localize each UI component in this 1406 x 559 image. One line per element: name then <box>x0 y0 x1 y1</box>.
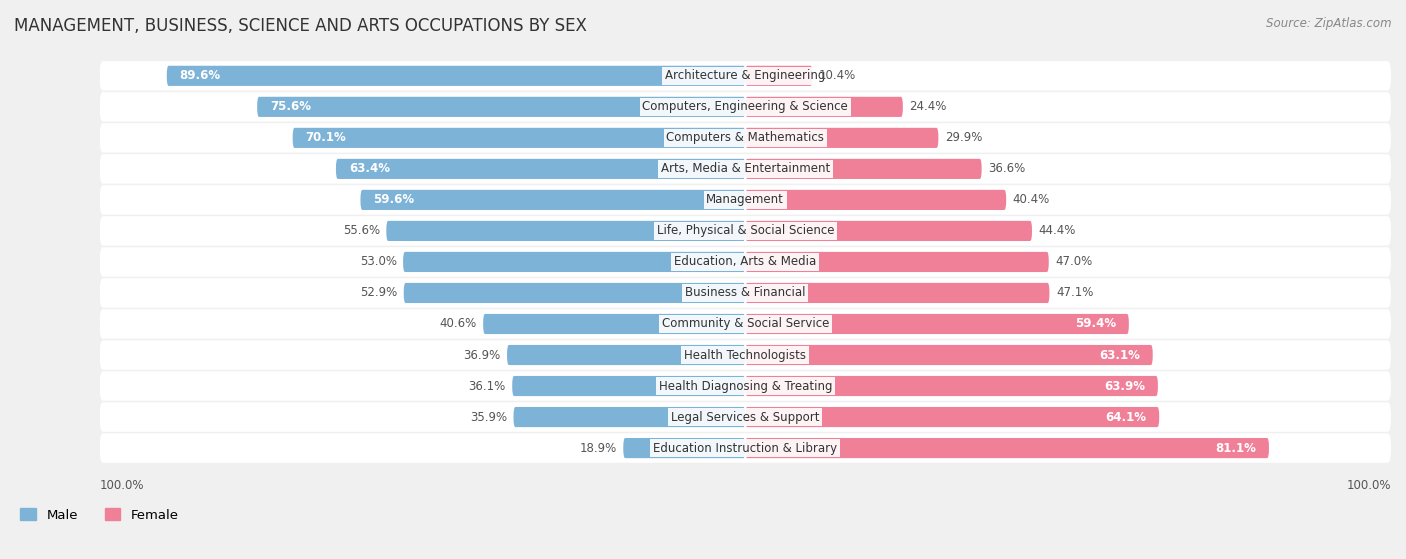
FancyBboxPatch shape <box>745 345 1153 365</box>
FancyBboxPatch shape <box>508 345 745 365</box>
FancyBboxPatch shape <box>404 283 745 303</box>
FancyBboxPatch shape <box>257 97 745 117</box>
Text: 36.1%: 36.1% <box>468 380 506 392</box>
FancyBboxPatch shape <box>100 371 1391 401</box>
Text: 18.9%: 18.9% <box>579 442 617 454</box>
Text: 89.6%: 89.6% <box>180 69 221 82</box>
Text: Life, Physical & Social Science: Life, Physical & Social Science <box>657 224 834 238</box>
Text: Source: ZipAtlas.com: Source: ZipAtlas.com <box>1267 17 1392 30</box>
FancyBboxPatch shape <box>745 66 813 86</box>
FancyBboxPatch shape <box>745 128 938 148</box>
FancyBboxPatch shape <box>167 66 745 86</box>
Text: Computers & Mathematics: Computers & Mathematics <box>666 131 824 144</box>
FancyBboxPatch shape <box>100 340 1391 369</box>
Text: 63.9%: 63.9% <box>1104 380 1144 392</box>
FancyBboxPatch shape <box>100 61 1391 91</box>
FancyBboxPatch shape <box>745 159 981 179</box>
Text: 70.1%: 70.1% <box>305 131 346 144</box>
FancyBboxPatch shape <box>100 216 1391 245</box>
FancyBboxPatch shape <box>100 92 1391 122</box>
FancyBboxPatch shape <box>100 309 1391 339</box>
Text: 10.4%: 10.4% <box>818 69 856 82</box>
FancyBboxPatch shape <box>484 314 745 334</box>
FancyBboxPatch shape <box>100 185 1391 215</box>
Legend: Male, Female: Male, Female <box>15 503 184 527</box>
FancyBboxPatch shape <box>336 159 745 179</box>
FancyBboxPatch shape <box>745 221 1032 241</box>
FancyBboxPatch shape <box>513 407 745 427</box>
Text: 64.1%: 64.1% <box>1105 410 1146 424</box>
Text: 63.1%: 63.1% <box>1099 348 1140 362</box>
Text: MANAGEMENT, BUSINESS, SCIENCE AND ARTS OCCUPATIONS BY SEX: MANAGEMENT, BUSINESS, SCIENCE AND ARTS O… <box>14 17 586 35</box>
Text: 55.6%: 55.6% <box>343 224 380 238</box>
Text: Architecture & Engineering: Architecture & Engineering <box>665 69 825 82</box>
FancyBboxPatch shape <box>100 247 1391 277</box>
Text: 47.0%: 47.0% <box>1056 255 1092 268</box>
FancyBboxPatch shape <box>387 221 745 241</box>
Text: 35.9%: 35.9% <box>470 410 508 424</box>
Text: 40.4%: 40.4% <box>1012 193 1050 206</box>
FancyBboxPatch shape <box>512 376 745 396</box>
FancyBboxPatch shape <box>100 433 1391 463</box>
Text: 36.6%: 36.6% <box>988 163 1025 176</box>
Text: Health Diagnosing & Treating: Health Diagnosing & Treating <box>658 380 832 392</box>
FancyBboxPatch shape <box>745 97 903 117</box>
FancyBboxPatch shape <box>745 376 1159 396</box>
Text: 75.6%: 75.6% <box>270 101 311 113</box>
Text: 100.0%: 100.0% <box>100 479 143 492</box>
Text: Computers, Engineering & Science: Computers, Engineering & Science <box>643 101 848 113</box>
FancyBboxPatch shape <box>745 252 1049 272</box>
FancyBboxPatch shape <box>745 407 1159 427</box>
Text: Management: Management <box>706 193 785 206</box>
Text: 40.6%: 40.6% <box>440 318 477 330</box>
Text: 63.4%: 63.4% <box>349 163 389 176</box>
FancyBboxPatch shape <box>292 128 745 148</box>
Text: 29.9%: 29.9% <box>945 131 983 144</box>
Text: Community & Social Service: Community & Social Service <box>662 318 830 330</box>
FancyBboxPatch shape <box>360 190 745 210</box>
FancyBboxPatch shape <box>623 438 745 458</box>
FancyBboxPatch shape <box>100 402 1391 432</box>
Text: 59.4%: 59.4% <box>1074 318 1116 330</box>
Text: Education, Arts & Media: Education, Arts & Media <box>675 255 817 268</box>
FancyBboxPatch shape <box>745 283 1049 303</box>
FancyBboxPatch shape <box>100 123 1391 153</box>
FancyBboxPatch shape <box>745 314 1129 334</box>
Text: 59.6%: 59.6% <box>374 193 415 206</box>
FancyBboxPatch shape <box>404 252 745 272</box>
Text: 52.9%: 52.9% <box>360 286 398 300</box>
Text: Education Instruction & Library: Education Instruction & Library <box>654 442 838 454</box>
FancyBboxPatch shape <box>745 438 1270 458</box>
Text: Health Technologists: Health Technologists <box>685 348 806 362</box>
Text: 44.4%: 44.4% <box>1039 224 1076 238</box>
FancyBboxPatch shape <box>100 154 1391 183</box>
FancyBboxPatch shape <box>100 278 1391 307</box>
Text: 36.9%: 36.9% <box>464 348 501 362</box>
Text: Arts, Media & Entertainment: Arts, Media & Entertainment <box>661 163 830 176</box>
FancyBboxPatch shape <box>745 190 1007 210</box>
Text: Business & Financial: Business & Financial <box>685 286 806 300</box>
Text: 47.1%: 47.1% <box>1056 286 1094 300</box>
Text: 53.0%: 53.0% <box>360 255 396 268</box>
Text: 100.0%: 100.0% <box>1347 479 1391 492</box>
Text: 81.1%: 81.1% <box>1215 442 1256 454</box>
Text: Legal Services & Support: Legal Services & Support <box>671 410 820 424</box>
Text: 24.4%: 24.4% <box>910 101 946 113</box>
